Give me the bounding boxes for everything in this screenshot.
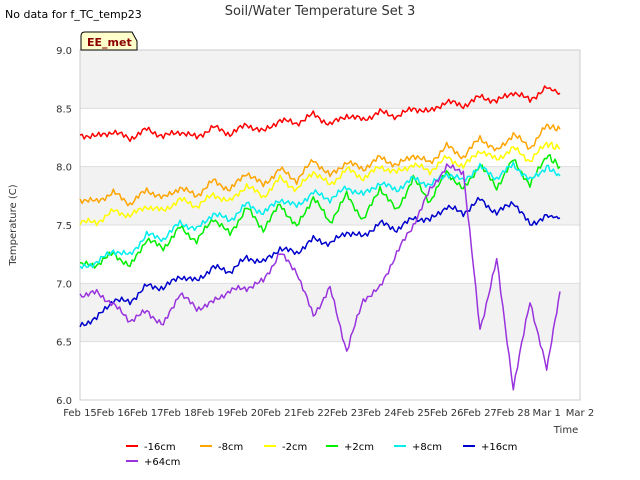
series-line-8cm [79, 161, 561, 270]
y-tick-labels: 6.0 6.5 7.0 7.5 8.0 8.5 9.0 [56, 46, 72, 407]
x-tick-label: Feb 18 [163, 408, 197, 419]
series-line-2cm [79, 153, 561, 269]
y-axis-label: Temperature (C) [8, 184, 19, 266]
x-tick-label: Feb 25 [397, 408, 431, 419]
grid-band [80, 341, 580, 400]
x-tick-label: Mar 1 [532, 408, 560, 419]
x-tick-label: Feb 27 [463, 408, 497, 419]
legend: -16cm -8cm -2cm +2cm +8cm +16cm +64cm [126, 442, 517, 468]
legend-label: -16cm [144, 442, 176, 453]
x-tick-label: Feb 21 [263, 408, 297, 419]
y-tick-label: 9.0 [56, 46, 72, 57]
chart-title: Soil/Water Temperature Set 3 [225, 4, 416, 19]
x-tick-label: Feb 16 [97, 408, 131, 419]
x-tick-label: Feb 24 [363, 408, 397, 419]
plot-bands [80, 49, 580, 401]
series-line-16cm [79, 196, 561, 328]
legend-label: +2cm [344, 442, 374, 453]
grid-band [80, 108, 580, 167]
plot-border [79, 49, 581, 401]
x-tick-label: Feb 15 [63, 408, 97, 419]
y-tick-label: 7.0 [56, 279, 72, 290]
series-line-16cm [79, 85, 561, 143]
legend-label: +64cm [144, 457, 180, 468]
legend-label: +8cm [412, 442, 442, 453]
y-tick-label: 6.0 [56, 396, 72, 407]
y-tick-label: 8.5 [56, 104, 72, 115]
x-tick-label: Feb 26 [430, 408, 464, 419]
x-tick-label: Feb 17 [130, 408, 164, 419]
y-tick-label: 8.0 [56, 163, 72, 174]
badge-shape [80, 31, 138, 51]
series-line-64cm [79, 163, 561, 391]
legend-label: -2cm [282, 442, 307, 453]
badge-label: EE_met [87, 36, 132, 49]
x-tick-labels: Feb 15 Feb 16 Feb 17 Feb 18 Feb 19 Feb 20 Feb … [63, 408, 594, 419]
x-tick-label: Feb 22 [297, 408, 331, 419]
legend-label: -8cm [218, 442, 243, 453]
no-data-note: No data for f_TC_temp23 [5, 8, 142, 21]
x-tick-label: Mar 2 [566, 408, 594, 419]
series-lines [79, 85, 561, 391]
x-tick-label: Feb 23 [330, 408, 364, 419]
grid-band [80, 225, 580, 284]
x-tick-label: Feb 20 [230, 408, 264, 419]
site-badge: EE_met [80, 31, 138, 51]
x-tick-label: Feb 19 [197, 408, 231, 419]
series-line-8cm [79, 123, 561, 207]
x-tick-label: Feb 28 [497, 408, 531, 419]
grid-band [80, 50, 580, 109]
y-tick-label: 7.5 [56, 221, 72, 232]
series-line-2cm [79, 141, 561, 227]
grid-band [80, 283, 580, 342]
legend-label: +16cm [481, 442, 517, 453]
y-tick-label: 6.5 [56, 338, 72, 349]
x-axis-label: Time [553, 425, 578, 436]
